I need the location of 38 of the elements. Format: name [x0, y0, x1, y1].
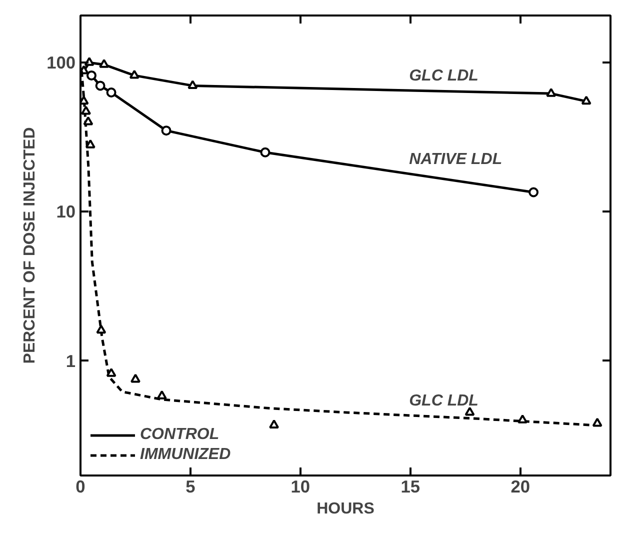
point — [269, 420, 280, 428]
point — [546, 88, 556, 97]
y-tick-label: 1 — [66, 350, 76, 371]
point — [85, 139, 96, 148]
y-tick-label: 10 — [56, 202, 76, 222]
x-tick-label: 15 — [400, 476, 420, 496]
y-axis-title: PERCENT OF DOSE INJECTED — [22, 127, 39, 364]
x-tick-label: 10 — [290, 476, 310, 496]
annotation: GLC LDL — [409, 67, 478, 84]
point — [129, 70, 140, 79]
point — [83, 116, 94, 126]
point — [188, 80, 198, 90]
point — [130, 374, 140, 383]
point — [96, 324, 106, 334]
x-tick-label: 5 — [186, 476, 196, 496]
point — [260, 147, 270, 158]
point — [86, 70, 96, 80]
point — [161, 126, 172, 136]
legend-label: IMMUNIZED — [140, 446, 231, 464]
point — [464, 406, 475, 416]
point — [592, 418, 602, 427]
legend-label: CONTROL — [140, 426, 220, 444]
y-tick-label: 100 — [46, 52, 76, 73]
point — [95, 80, 106, 91]
point — [581, 96, 592, 105]
x-tick-label: 20 — [510, 476, 530, 496]
point — [106, 88, 116, 98]
point — [84, 56, 94, 66]
annotation: NATIVE LDL — [409, 150, 502, 168]
point — [81, 106, 91, 115]
x-tick-label: 0 — [76, 476, 86, 496]
annotation: GLC LDL — [409, 392, 478, 410]
point — [518, 414, 528, 424]
point — [106, 368, 116, 377]
point — [156, 390, 167, 400]
x-axis-title: HOURS — [316, 500, 375, 518]
point — [99, 58, 110, 68]
point — [528, 187, 539, 198]
